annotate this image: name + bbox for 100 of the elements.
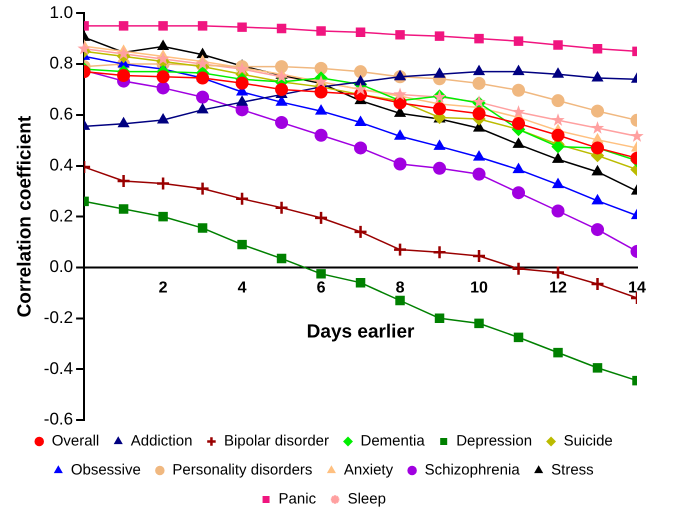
point xyxy=(432,244,447,260)
point xyxy=(196,90,210,104)
y-tick-label: -0.2 xyxy=(44,308,74,327)
point xyxy=(630,129,644,142)
point xyxy=(116,46,130,60)
point xyxy=(315,104,327,115)
y-tick-label: 0.6 xyxy=(49,104,74,124)
point xyxy=(394,130,406,140)
point xyxy=(592,363,602,373)
point xyxy=(354,75,366,86)
legend-label: Sleep xyxy=(348,490,386,508)
point xyxy=(314,86,328,99)
point xyxy=(552,204,565,218)
point xyxy=(196,103,208,114)
point xyxy=(591,104,604,118)
point xyxy=(511,261,526,276)
point xyxy=(354,116,366,126)
legend-label: Personality disorders xyxy=(172,462,312,479)
y-tick-label: -0.4 xyxy=(44,358,74,378)
point xyxy=(590,276,605,292)
y-axis-title: Correlation coefficient xyxy=(14,115,36,318)
x-axis-title: Days earlier xyxy=(306,321,416,342)
point xyxy=(514,36,524,46)
point xyxy=(512,138,524,148)
y-tick-label: 0.4 xyxy=(49,155,74,174)
point xyxy=(472,107,486,120)
point xyxy=(551,113,565,126)
legend-label: Dementia xyxy=(360,432,426,450)
point xyxy=(474,318,484,328)
point xyxy=(512,163,524,174)
x-tick-label: 4 xyxy=(238,279,247,296)
point xyxy=(118,204,128,214)
point xyxy=(512,186,526,200)
point xyxy=(590,121,604,134)
point xyxy=(198,223,208,233)
point xyxy=(316,26,326,36)
point xyxy=(314,128,328,142)
point xyxy=(395,296,405,306)
point xyxy=(552,128,565,142)
point xyxy=(592,165,604,176)
point xyxy=(275,116,288,130)
point xyxy=(434,68,446,78)
point xyxy=(473,65,485,76)
point xyxy=(473,150,485,161)
point xyxy=(275,82,288,96)
point xyxy=(552,68,564,78)
x-tick-label: 14 xyxy=(628,279,646,296)
point xyxy=(356,278,366,288)
point xyxy=(514,332,524,342)
legend-label: Stress xyxy=(551,462,594,479)
point xyxy=(118,117,130,128)
point xyxy=(156,176,170,191)
point xyxy=(434,314,444,324)
point xyxy=(550,265,566,280)
y-tick-label: 0.0 xyxy=(49,257,74,276)
y-tick-label: 1.0 xyxy=(49,2,74,22)
y-tick-label: 0.8 xyxy=(49,54,74,73)
point xyxy=(274,70,288,82)
point xyxy=(472,76,486,90)
point xyxy=(394,157,407,170)
point xyxy=(552,152,564,163)
point xyxy=(236,76,249,90)
point xyxy=(592,72,604,82)
point xyxy=(512,105,526,118)
legend-label: Bipolar disorder xyxy=(224,432,330,450)
point xyxy=(472,248,486,264)
x-tick-label: 2 xyxy=(158,279,168,296)
point xyxy=(276,24,286,34)
point xyxy=(274,200,289,215)
point xyxy=(118,21,128,31)
point xyxy=(314,210,328,226)
point xyxy=(474,34,484,44)
point xyxy=(433,102,446,116)
y-tick-label: -0.6 xyxy=(44,410,74,429)
legend-label: Panic xyxy=(278,490,317,508)
point xyxy=(117,68,130,82)
point xyxy=(434,31,444,41)
point xyxy=(157,113,169,124)
point xyxy=(158,21,168,31)
point xyxy=(316,269,326,279)
y-tick-label: 0.2 xyxy=(49,206,74,226)
legend-label: Addiction xyxy=(130,432,192,450)
point xyxy=(512,84,526,97)
point xyxy=(434,140,446,150)
point xyxy=(472,168,486,181)
legend-label: Anxiety xyxy=(344,462,394,479)
point xyxy=(512,117,526,130)
point xyxy=(195,181,210,196)
legend-label: Schizophrenia xyxy=(424,462,520,479)
point xyxy=(156,52,170,65)
point xyxy=(354,82,368,96)
legend-label: Obsessive xyxy=(70,462,141,479)
point xyxy=(591,223,604,236)
point xyxy=(156,70,170,84)
point xyxy=(433,162,446,175)
point xyxy=(234,192,250,206)
point xyxy=(552,140,565,154)
x-tick-label: 8 xyxy=(396,279,405,296)
point xyxy=(553,348,563,358)
point xyxy=(236,96,248,106)
